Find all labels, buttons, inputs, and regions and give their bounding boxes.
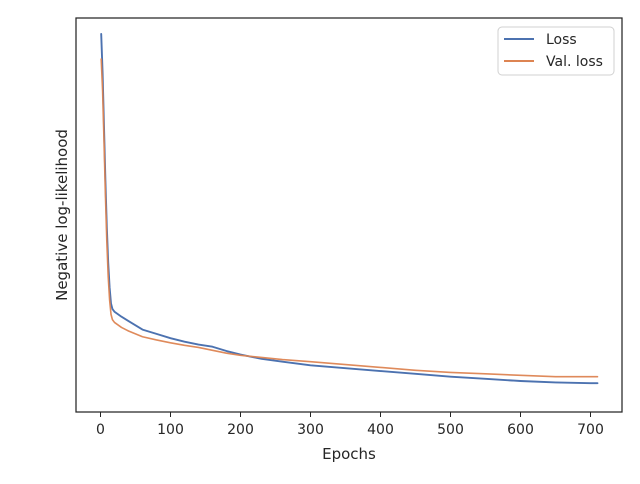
x-tick-label-4: 400 [367, 422, 394, 438]
x-tick-label-2: 200 [227, 422, 254, 438]
plot-area-frame [75, 17, 623, 413]
series-line-2 [100, 58, 599, 378]
x-tick-label-6: 600 [507, 422, 534, 438]
legend-label-1: Loss [546, 32, 577, 48]
legend-label-2: Val. loss [546, 54, 603, 70]
y-axis-label: Negative log-likelihood [53, 129, 71, 301]
x-tick-label-5: 500 [437, 422, 464, 438]
x-tick-label-3: 300 [297, 422, 324, 438]
x-tick-label-0: 0 [96, 422, 105, 438]
x-tick-label-1: 100 [157, 422, 184, 438]
x-tick-label-7: 700 [577, 422, 604, 438]
legend: Loss Val. loss [497, 26, 615, 76]
series-layer [100, 33, 599, 385]
series-line-1 [100, 33, 599, 385]
x-axis-label: Epochs [322, 445, 376, 463]
x-axis: 0 100 200 300 400 500 600 700 [96, 412, 604, 438]
